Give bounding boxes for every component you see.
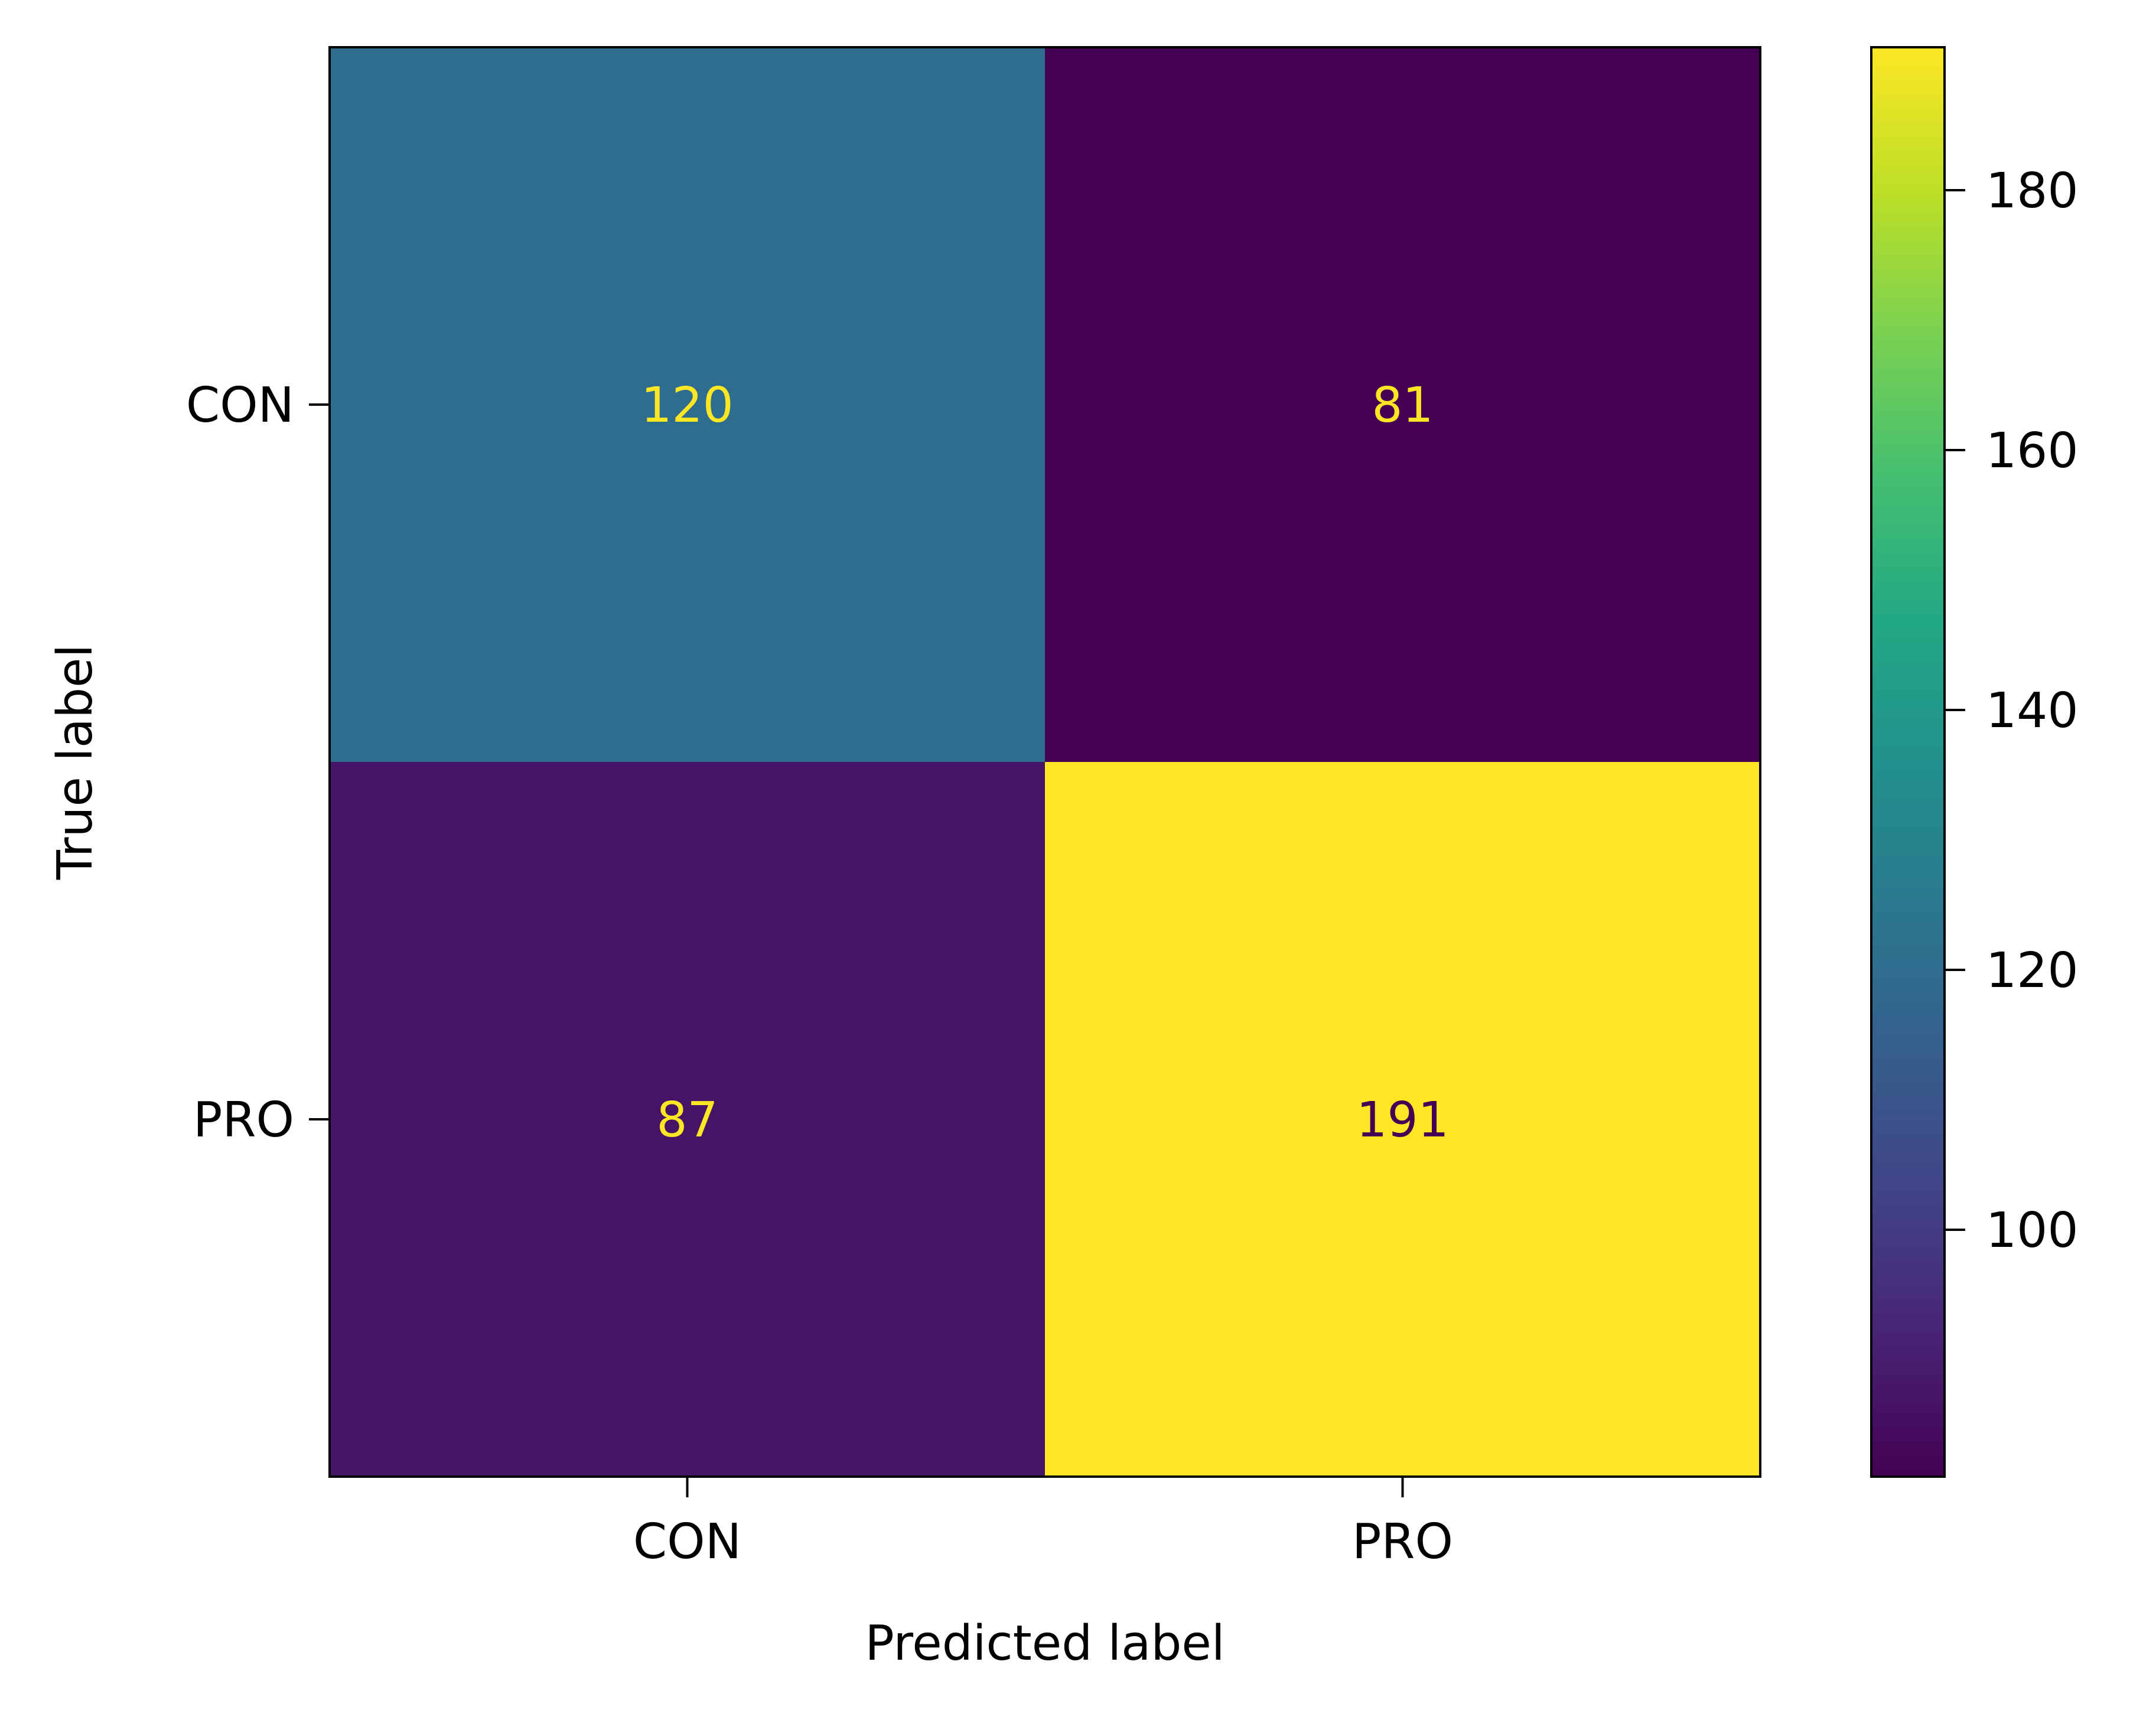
y-axis-ticks: CON PRO [186, 377, 330, 1148]
heatmap-cell-con-con [330, 47, 1046, 763]
cell-value-label: 81 [1372, 377, 1433, 434]
heatmap-cell-pro-con [330, 762, 1046, 1477]
colorbar-tick-label: 100 [1986, 1203, 2079, 1259]
colorbar-frame [1870, 46, 1946, 1478]
heatmap-cells [330, 47, 1761, 1477]
x-tick-label: PRO [1352, 1514, 1453, 1570]
y-axis-title: True label [47, 644, 103, 881]
colorbar-ticks: 100 120 140 160 180 [1945, 163, 2079, 1259]
heatmap-cell-pro-pro [1045, 762, 1761, 1477]
colorbar-tick-label: 160 [1986, 423, 2079, 479]
colorbar-tick-label: 120 [1986, 943, 2079, 999]
cell-value-label: 87 [656, 1092, 718, 1148]
colorbar-tick-label: 180 [1986, 163, 2079, 219]
x-axis-title: Predicted label [865, 1615, 1224, 1672]
y-tick-label: CON [186, 377, 294, 434]
cell-value-label: 120 [641, 377, 734, 434]
cell-value-label: 191 [1356, 1092, 1449, 1148]
heatmap-cell-con-pro [1045, 47, 1761, 763]
y-tick-label: PRO [193, 1092, 294, 1148]
colorbar [1871, 47, 1945, 1477]
x-axis-ticks: CON PRO [633, 1477, 1453, 1570]
plot-frame [328, 46, 1761, 1478]
x-tick-label: CON [633, 1514, 741, 1570]
heatmap-cell-labels: 120 81 87 191 [641, 377, 1449, 1148]
colorbar-tick-label: 140 [1986, 683, 2079, 739]
